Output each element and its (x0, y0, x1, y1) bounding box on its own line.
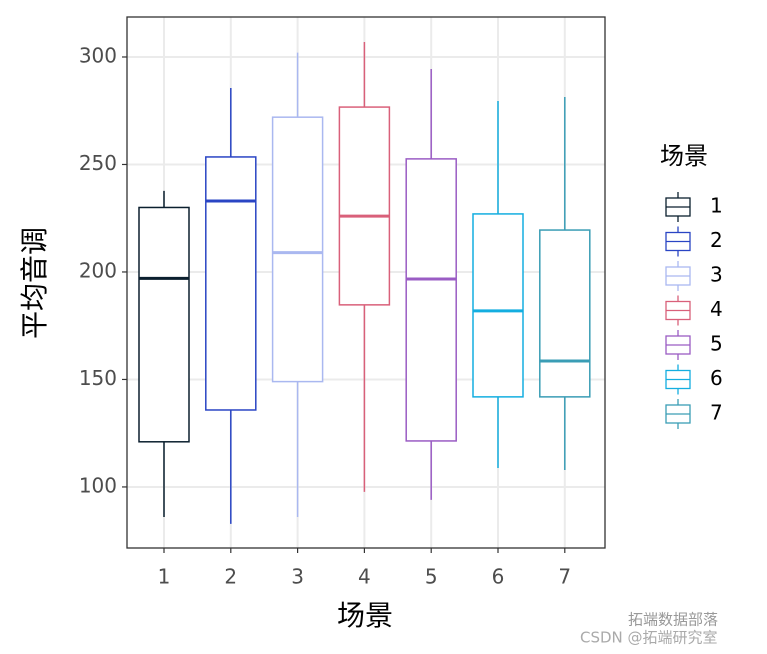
watermark: CSDN @拓端研究室 (580, 629, 718, 647)
watermark: 拓端数据部落 (628, 611, 718, 629)
legend-label: 3 (710, 263, 723, 287)
x-tick-label: 2 (224, 565, 237, 589)
x-axis-title: 场景 (337, 599, 393, 632)
legend-label: 1 (710, 194, 723, 218)
box (205, 156, 257, 411)
legend-label: 6 (710, 366, 723, 390)
x-tick-label: 4 (358, 565, 371, 589)
legend-label: 5 (710, 332, 723, 356)
box (472, 213, 524, 398)
box (271, 116, 324, 383)
x-tick-label: 5 (425, 565, 438, 589)
legend-label: 4 (710, 297, 723, 321)
y-tick-label: 200 (79, 258, 117, 282)
plot-border (126, 16, 606, 549)
y-tick-label: 100 (79, 473, 117, 497)
x-tick-label: 1 (158, 565, 171, 589)
legend-label: 2 (710, 228, 723, 252)
y-tick-label: 250 (79, 151, 117, 175)
x-tick-label: 6 (492, 565, 505, 589)
box (539, 229, 591, 398)
box (138, 206, 190, 443)
y-axis-title: 平均音调 (18, 227, 51, 339)
box (405, 158, 457, 442)
legend-label: 7 (710, 401, 723, 425)
y-tick-label: 150 (79, 366, 117, 390)
x-tick-label: 3 (291, 565, 304, 589)
box (338, 106, 391, 306)
x-tick-label: 7 (558, 565, 571, 589)
legend-title: 场景 (660, 142, 708, 170)
y-tick-label: 300 (79, 43, 117, 67)
